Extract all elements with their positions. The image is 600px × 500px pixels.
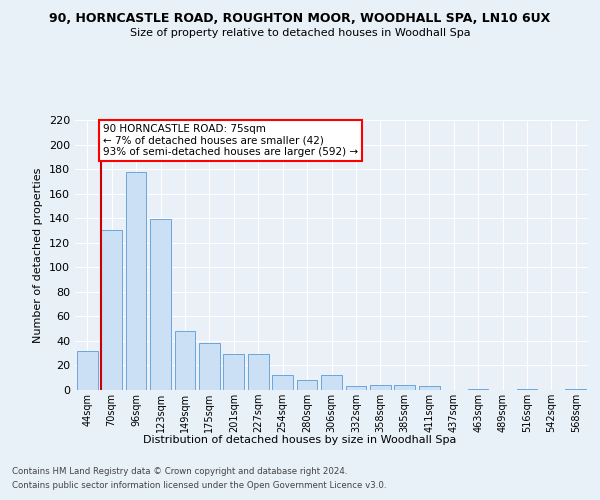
Text: Size of property relative to detached houses in Woodhall Spa: Size of property relative to detached ho… [130,28,470,38]
Bar [394,385,415,390]
Bar [101,230,122,390]
Bar [150,220,171,390]
Bar [77,350,98,390]
Bar [370,385,391,390]
Text: 90, HORNCASTLE ROAD, ROUGHTON MOOR, WOODHALL SPA, LN10 6UX: 90, HORNCASTLE ROAD, ROUGHTON MOOR, WOOD… [49,12,551,26]
Y-axis label: Number of detached properties: Number of detached properties [34,168,43,342]
Text: Contains public sector information licensed under the Open Government Licence v3: Contains public sector information licen… [12,481,386,490]
Bar [223,354,244,390]
Bar [248,354,269,390]
Text: Contains HM Land Registry data © Crown copyright and database right 2024.: Contains HM Land Registry data © Crown c… [12,468,347,476]
Bar [296,380,317,390]
Bar [565,389,586,390]
Bar [467,389,488,390]
Bar [175,331,196,390]
Bar [321,376,342,390]
Text: 90 HORNCASTLE ROAD: 75sqm
← 7% of detached houses are smaller (42)
93% of semi-d: 90 HORNCASTLE ROAD: 75sqm ← 7% of detach… [103,124,358,157]
Bar [199,344,220,390]
Bar [517,389,538,390]
Bar [419,386,440,390]
Bar [346,386,367,390]
Bar [125,172,146,390]
Text: Distribution of detached houses by size in Woodhall Spa: Distribution of detached houses by size … [143,435,457,445]
Bar [272,376,293,390]
